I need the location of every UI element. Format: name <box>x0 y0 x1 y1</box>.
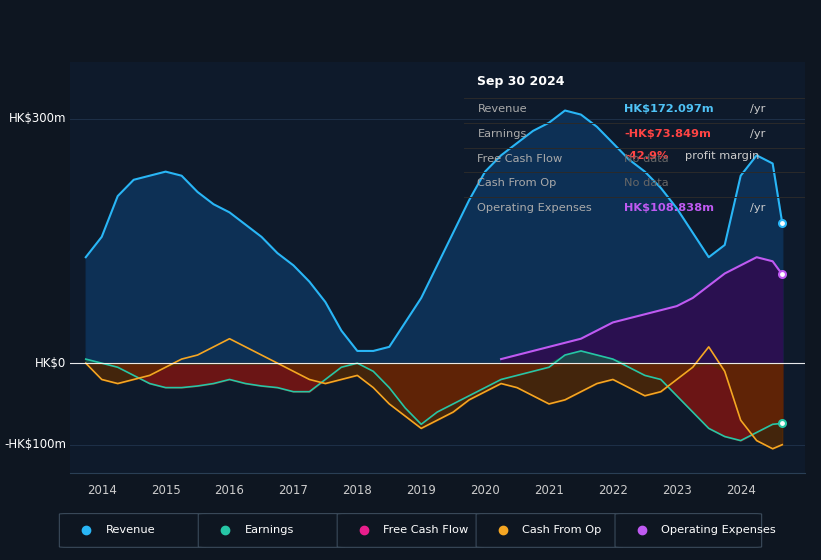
Text: -HK$73.849m: -HK$73.849m <box>624 129 711 139</box>
Text: No data: No data <box>624 178 668 188</box>
Text: profit margin: profit margin <box>686 151 759 161</box>
Text: HK$300m: HK$300m <box>8 112 67 125</box>
Text: Cash From Op: Cash From Op <box>478 178 557 188</box>
Text: Earnings: Earnings <box>478 129 527 139</box>
Text: No data: No data <box>624 154 668 164</box>
Text: Operating Expenses: Operating Expenses <box>478 203 592 213</box>
Text: Earnings: Earnings <box>245 525 294 535</box>
Text: Free Cash Flow: Free Cash Flow <box>383 525 469 535</box>
FancyBboxPatch shape <box>198 514 345 547</box>
Text: Free Cash Flow: Free Cash Flow <box>478 154 562 164</box>
FancyBboxPatch shape <box>337 514 484 547</box>
Text: HK$0: HK$0 <box>34 357 67 370</box>
Text: /yr: /yr <box>750 104 765 114</box>
Text: Operating Expenses: Operating Expenses <box>662 525 776 535</box>
Text: Revenue: Revenue <box>478 104 527 114</box>
Text: HK$172.097m: HK$172.097m <box>624 104 713 114</box>
Text: Sep 30 2024: Sep 30 2024 <box>478 75 565 88</box>
Text: /yr: /yr <box>750 203 765 213</box>
FancyBboxPatch shape <box>59 514 206 547</box>
Text: HK$108.838m: HK$108.838m <box>624 203 714 213</box>
FancyBboxPatch shape <box>615 514 762 547</box>
Text: -42.9%: -42.9% <box>624 151 668 161</box>
Text: /yr: /yr <box>750 129 765 139</box>
FancyBboxPatch shape <box>476 514 623 547</box>
Text: Cash From Op: Cash From Op <box>522 525 602 535</box>
Text: Revenue: Revenue <box>106 525 155 535</box>
Text: -HK$100m: -HK$100m <box>4 438 67 451</box>
